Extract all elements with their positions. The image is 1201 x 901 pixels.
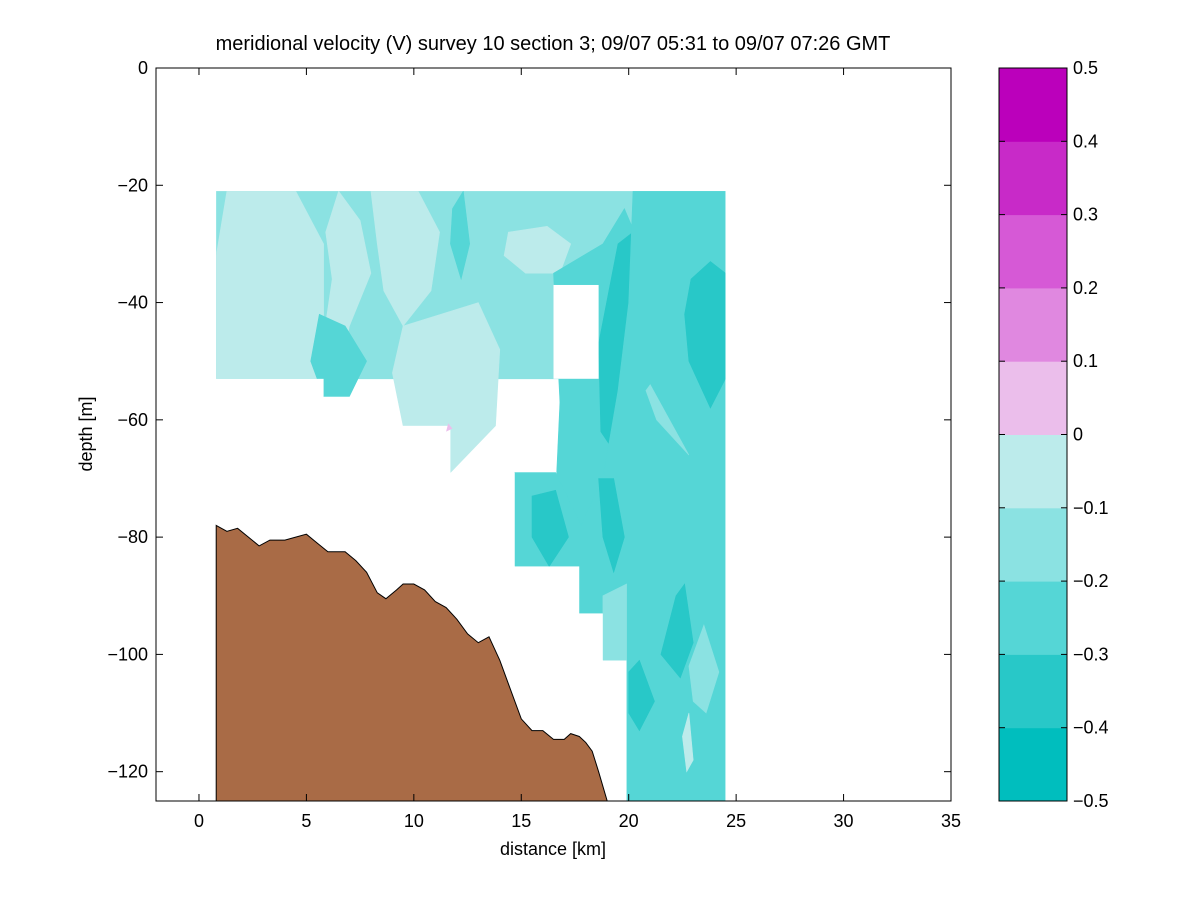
y-tick-label: −100 <box>107 644 148 664</box>
y-tick-label: 0 <box>138 58 148 78</box>
colorbar-swatch <box>999 287 1067 362</box>
colorbar-tick-label: 0.3 <box>1073 205 1098 225</box>
x-tick-label: 10 <box>404 811 424 831</box>
x-tick-label: 35 <box>941 811 961 831</box>
colorbar-swatch <box>999 727 1067 802</box>
x-axis-label: distance [km] <box>500 839 606 859</box>
colorbar-tick-label: −0.5 <box>1073 791 1109 811</box>
x-tick-label: 20 <box>619 811 639 831</box>
velocity-patch-17 <box>602 583 627 661</box>
plot-area: 0 5 10 15 20 25 30 35 0 −20 −40 −60 −80 −100 −120 <box>107 58 961 831</box>
y-axis-label: depth [m] <box>76 396 96 471</box>
colorbar-tick-label: 0.2 <box>1073 278 1098 298</box>
colorbar-tick-label: −0.3 <box>1073 644 1109 664</box>
velocity-patch-12 <box>684 261 726 409</box>
velocity-field <box>216 191 726 802</box>
y-axis: 0 −20 −40 −60 −80 −100 −120 <box>107 58 951 782</box>
velocity-patch-20 <box>682 712 694 773</box>
x-axis: 0 5 10 15 20 25 30 35 <box>194 68 961 831</box>
velocity-patch-4 <box>370 191 440 327</box>
colorbar-swatch <box>999 581 1067 655</box>
velocity-patch-5 <box>392 302 501 474</box>
data-gap <box>553 284 599 379</box>
velocity-patch-19 <box>688 624 720 714</box>
colorbar-swatch <box>999 141 1067 216</box>
plot-frame <box>155 67 952 802</box>
velocity-patch-13 <box>598 478 625 574</box>
x-tick-label: 30 <box>834 811 854 831</box>
y-tick-label: −20 <box>117 175 148 195</box>
colorbar: 0.5 0.4 0.3 0.2 0.1 0 −0.1 −0.2 −0.3 −0.4 −0.5 <box>998 58 1109 811</box>
velocity-patch-15 <box>628 659 655 732</box>
colorbar-tick-label: 0.5 <box>1073 58 1098 78</box>
x-tick-label: 0 <box>194 811 204 831</box>
positive-blip <box>446 423 453 432</box>
x-tick-label: 5 <box>301 811 311 831</box>
colorbar-swatch <box>999 214 1067 289</box>
velocity-patch-6 <box>450 191 471 281</box>
velocity-patch-18 <box>645 384 690 456</box>
velocity-patch-3 <box>310 313 367 397</box>
colorbar-tick-label: 0.4 <box>1073 131 1098 151</box>
y-tick-label: −60 <box>117 410 148 430</box>
velocity-patch-1 <box>216 191 324 380</box>
colorbar-tick-label: 0 <box>1073 425 1083 445</box>
colorbar-tick-label: −0.2 <box>1073 571 1109 591</box>
bathymetry <box>215 524 608 802</box>
x-tick-label: 25 <box>726 811 746 831</box>
y-tick-label: −40 <box>117 293 148 313</box>
colorbar-swatch <box>999 654 1067 729</box>
colorbar-tick-label: 0.1 <box>1073 351 1098 371</box>
velocity-patch-14 <box>660 583 694 679</box>
colorbar-swatch <box>999 361 1067 435</box>
colorbar-tick-label: −0.4 <box>1073 718 1109 738</box>
y-tick-label: −120 <box>107 762 148 782</box>
velocity-patch-16 <box>531 489 569 567</box>
colorbar-swatch <box>999 434 1067 509</box>
colorbar-tick-label: −0.1 <box>1073 498 1109 518</box>
seafloor <box>215 524 608 802</box>
y-tick-label: −80 <box>117 527 148 547</box>
chart-title: meridional velocity (V) survey 10 sectio… <box>216 33 891 55</box>
colorbar-swatch <box>999 68 1067 142</box>
x-tick-label: 15 <box>511 811 531 831</box>
colorbar-swatch <box>999 507 1067 582</box>
